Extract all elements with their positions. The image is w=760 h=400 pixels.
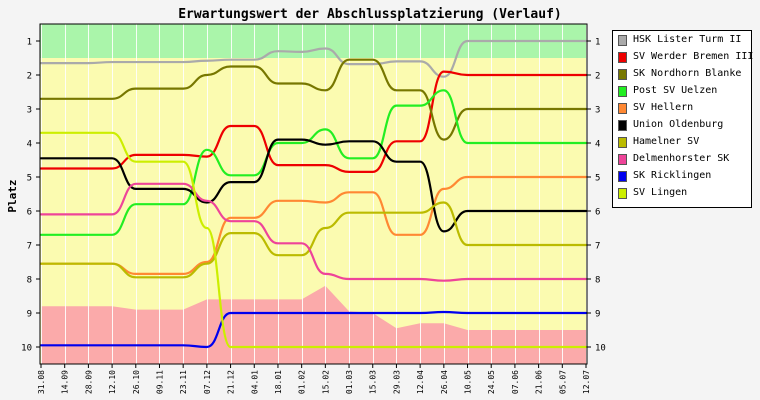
series-line-delmenhorster-sk: [39, 182, 588, 282]
x-tick-label-07.06: 07.06: [511, 370, 520, 394]
legend-swatch-sk-ricklingen: [618, 171, 627, 182]
y-tick-label-right-5: 5: [595, 174, 600, 184]
chart-title: Erwartungswert der Abschlussplatzierung …: [178, 7, 562, 22]
legend-label-hamelner-sv: Hamelner SV: [633, 136, 700, 147]
y-tick-label-left-6: 6: [27, 208, 32, 218]
y-tick-label-right-3: 3: [595, 106, 600, 116]
vertical-grid: [41, 24, 587, 364]
x-tick-label-24.05: 24.05: [487, 370, 496, 394]
y-tick-label-left-3: 3: [27, 106, 32, 116]
series-line-post-sv-uelzen: [39, 89, 588, 236]
legend-swatch-sk-nordhorn-blanke: [618, 69, 627, 80]
x-tick-label-21.06: 21.06: [535, 370, 544, 394]
y-tick-label-left-10: 10: [21, 344, 32, 354]
y-tick-label-left-2: 2: [27, 72, 32, 82]
y-tick-label-right-9: 9: [595, 310, 600, 320]
y-tick-label-left-7: 7: [27, 242, 32, 252]
y-tick-label-left-9: 9: [27, 310, 32, 320]
y-tick-label-right-7: 7: [595, 242, 600, 252]
series-line-sv-lingen: [39, 131, 588, 349]
y-tick-label-left-5: 5: [27, 174, 32, 184]
y-tick-label-left-1: 1: [27, 38, 32, 48]
legend-swatch-hsk-lister-turm-ii: [618, 35, 627, 46]
legend-label-sk-nordhorn-blanke: SK Nordhorn Blanke: [633, 68, 742, 79]
legend-label-sv-lingen: SV Lingen: [633, 187, 688, 198]
x-tick-label-04.01: 04.01: [250, 370, 259, 394]
y-tick-label-right-2: 2: [595, 72, 600, 82]
legend-label-union-oldenburg: Union Oldenburg: [633, 119, 724, 130]
x-tick-label-12.04: 12.04: [416, 370, 425, 394]
x-tick-label-23.11: 23.11: [179, 370, 188, 394]
x-tick-label-29.03: 29.03: [392, 370, 401, 394]
x-tick-label-05.07: 05.07: [558, 370, 567, 394]
legend: HSK Lister Turm II SV Werder Bremen III SK…: [612, 30, 754, 208]
x-tick-label-12.07: 12.07: [582, 370, 591, 394]
legend-swatch-hamelner-sv: [618, 137, 627, 148]
y-tick-label-left-4: 4: [27, 140, 32, 150]
series-line-union-oldenburg: [39, 138, 588, 233]
legend-label-sk-ricklingen: SK Ricklingen: [633, 170, 712, 181]
series-line-hamelner-sv: [39, 201, 588, 279]
legend-label-post-sv-uelzen: Post SV Uelzen: [633, 85, 718, 96]
legend-label-sv-hellern: SV Hellern: [633, 102, 694, 113]
y-axis-left: 1 2 3 4 5 6 7 8 9 10: [21, 38, 40, 354]
x-tick-label-10.05: 10.05: [464, 370, 473, 394]
series-line-sv-hellern: [39, 175, 588, 275]
legend-swatch-post-sv-uelzen: [618, 86, 627, 97]
y-axis-label: Platz: [6, 179, 19, 212]
series-line-hsk-lister-turm-ii: [39, 39, 588, 78]
x-tick-label-01.03: 01.03: [345, 370, 354, 394]
x-tick-label-12.10: 12.10: [108, 370, 117, 394]
x-tick-label-26.04: 26.04: [440, 370, 449, 394]
x-tick-label-31.08: 31.08: [37, 370, 46, 394]
y-axis-right: 1 2 3 4 5 6 7 8 9 10: [587, 38, 606, 354]
x-tick-label-14.09: 14.09: [61, 370, 70, 394]
y-tick-label-right-6: 6: [595, 208, 600, 218]
x-tick-label-15.02: 15.02: [321, 370, 330, 394]
legend-label-delmenhorster-sk: Delmenhorster SK: [633, 153, 730, 164]
legend-label-sv-werder-bremen-iii: SV Werder Bremen III: [633, 51, 754, 62]
y-tick-label-left-8: 8: [27, 276, 32, 286]
legend-swatch-sv-werder-bremen-iii: [618, 52, 627, 63]
x-tick-label-26.10: 26.10: [132, 370, 141, 394]
legend-swatch-sv-lingen: [618, 188, 627, 199]
x-tick-label-07.12: 07.12: [203, 370, 212, 394]
plot-border: [39, 23, 588, 365]
legend-swatch-delmenhorster-sk: [618, 154, 627, 165]
series-lines: [39, 39, 588, 349]
series-line-sk-nordhorn-blanke: [39, 58, 588, 141]
x-tick-label-18.01: 18.01: [274, 370, 283, 394]
x-axis: 31.08 14.09 28.09 12.10 26.10 09.11 23.11 07.12…: [37, 364, 591, 394]
x-tick-label-15.03: 15.03: [369, 370, 378, 394]
y-tick-label-right-4: 4: [595, 140, 600, 150]
legend-label-hsk-lister-turm-ii: HSK Lister Turm II: [633, 34, 742, 45]
x-tick-label-09.11: 09.11: [155, 370, 164, 394]
x-tick-label-28.09: 28.09: [84, 370, 93, 394]
series-line-sk-ricklingen: [39, 310, 588, 349]
series-line-sv-werder-bremen-iii: [39, 70, 588, 174]
legend-swatch-union-oldenburg: [618, 120, 627, 131]
x-tick-label-21.12: 21.12: [227, 370, 236, 394]
y-tick-label-right-10: 10: [595, 344, 606, 354]
legend-swatch-sv-hellern: [618, 103, 627, 114]
y-tick-label-right-8: 8: [595, 276, 600, 286]
x-tick-label-01.02: 01.02: [298, 370, 307, 394]
y-tick-label-right-1: 1: [595, 38, 600, 48]
